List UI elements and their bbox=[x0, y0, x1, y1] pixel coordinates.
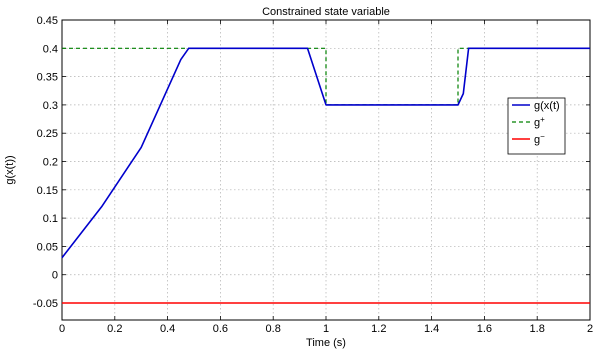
y-tick-label: 0.2 bbox=[43, 157, 58, 169]
y-tick-label: 0.4 bbox=[43, 43, 58, 55]
x-tick-label: 1.4 bbox=[424, 323, 439, 335]
y-axis-label: g(x(t)) bbox=[4, 155, 16, 184]
y-tick-label: 0.05 bbox=[37, 241, 58, 253]
chart-title: Constrained state variable bbox=[262, 6, 390, 18]
y-tick-label: 0.35 bbox=[37, 72, 58, 84]
legend-label-0: g(x(t) bbox=[534, 100, 560, 112]
x-tick-label: 0.6 bbox=[213, 323, 228, 335]
x-tick-label: 0 bbox=[59, 323, 65, 335]
x-axis-label: Time (s) bbox=[306, 337, 346, 349]
legend-box bbox=[507, 97, 566, 155]
legend: g(x(t) g+ g− bbox=[507, 97, 566, 155]
y-tick-label: 0 bbox=[52, 270, 58, 282]
y-tick-label: 0.45 bbox=[37, 15, 58, 27]
legend-label-1: g+ bbox=[534, 115, 545, 129]
y-tick-label: 0.3 bbox=[43, 100, 58, 112]
x-tick-label: 1 bbox=[323, 323, 329, 335]
x-tick-label: 1.6 bbox=[477, 323, 492, 335]
series-lines bbox=[61, 47, 590, 304]
x-tick-label: 0.4 bbox=[160, 323, 175, 335]
y-tick-label: 0.15 bbox=[37, 185, 58, 197]
x-tick-label: 2 bbox=[587, 323, 593, 335]
x-tick-label: 1.2 bbox=[371, 323, 386, 335]
y-tick-label: 0.1 bbox=[43, 213, 58, 225]
x-tick-label: 1.8 bbox=[530, 323, 545, 335]
y-tick-label: 0.25 bbox=[37, 128, 58, 140]
y-tick-label: -0.05 bbox=[33, 298, 58, 310]
axis-ticks: 0 0.2 0.4 0.6 0.8 1 1.2 1.4 1.6 1.8 2 -0.05 0 0.05 0.1… bbox=[33, 15, 593, 335]
x-tick-label: 0.2 bbox=[107, 323, 122, 335]
x-tick-label: 0.8 bbox=[266, 323, 281, 335]
series-line-0 bbox=[61, 47, 590, 259]
legend-label-2: g− bbox=[534, 132, 545, 146]
